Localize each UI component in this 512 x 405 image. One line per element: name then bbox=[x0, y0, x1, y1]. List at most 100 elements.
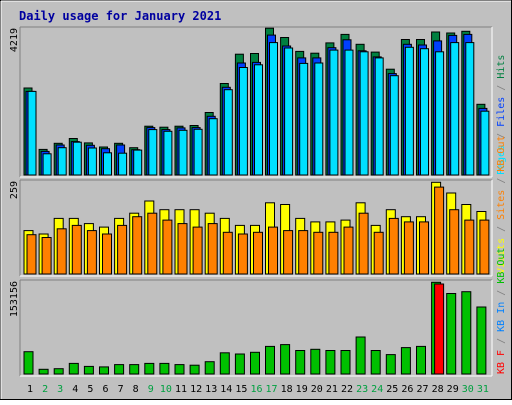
visits-panel-bar-sites-day-26 bbox=[403, 221, 414, 275]
visits-panel-max-label: 259 bbox=[9, 181, 20, 199]
kbytes-panel-max-label: 153156 bbox=[9, 281, 20, 317]
visits-panel-legend-entry-1: / bbox=[496, 220, 507, 238]
visits-panel-bar-sites-day-6 bbox=[102, 233, 112, 275]
kbytes-panel-bar-kb-out-day-20 bbox=[310, 348, 321, 375]
hits-panel-bar-pages-day-22 bbox=[344, 49, 354, 176]
hits-panel-bar-pages-day-24 bbox=[374, 57, 384, 176]
hits-panel-bar-pages-day-14 bbox=[223, 89, 233, 176]
hits-panel-bar-pages-day-12 bbox=[193, 128, 203, 176]
x-tick-label-day-27: 27 bbox=[416, 384, 428, 395]
kbytes-panel-bar-kb-out-day-16 bbox=[250, 351, 260, 375]
hits-panel-bar-pages-day-23 bbox=[359, 51, 369, 176]
visits-panel-legend-entry-2: Sites bbox=[496, 190, 507, 220]
x-tick-label-day-25: 25 bbox=[386, 384, 398, 395]
hits-panel-bar-pages-day-18 bbox=[284, 47, 294, 176]
kbytes-panel-bar-kb-out-day-23 bbox=[355, 336, 366, 375]
hits-panel-legend-entry-4: Hits bbox=[496, 55, 507, 79]
x-tick-label-day-2: 2 bbox=[42, 384, 48, 395]
hits-panel-bar-pages-day-21 bbox=[329, 49, 339, 176]
hits-panel-bar-pages-day-13 bbox=[208, 118, 218, 176]
kbytes-panel-bar-kb-out-day-10 bbox=[159, 362, 170, 375]
x-tick-label-day-20: 20 bbox=[311, 384, 323, 395]
x-tick-label-day-10: 10 bbox=[160, 384, 172, 395]
hits-panel-legend: Pages / Files / Hits bbox=[496, 55, 507, 175]
kbytes-panel-bar-kb-out-day-13 bbox=[204, 361, 215, 375]
x-tick-label-day-15: 15 bbox=[235, 384, 247, 395]
kbytes-panel-legend-entry-0: KB F bbox=[496, 350, 507, 374]
visits-panel-bar-sites-day-18 bbox=[283, 230, 294, 275]
hits-panel-bar-pages-day-19 bbox=[299, 62, 309, 176]
hits-panel-bar-pages-day-15 bbox=[238, 67, 248, 176]
visits-panel-bar-sites-day-24 bbox=[373, 231, 384, 275]
visits-panel-legend-entry-4: KB Out bbox=[496, 136, 507, 172]
kbytes-panel-bar-kb-out-day-31 bbox=[476, 306, 487, 375]
x-tick-label-day-9: 9 bbox=[148, 384, 154, 395]
x-tick-label-day-24: 24 bbox=[371, 384, 383, 395]
kbytes-panel-bar-kb-out-day-25 bbox=[385, 354, 396, 375]
kbytes-panel-bar-kb-out-day-15 bbox=[234, 353, 245, 375]
hits-panel-bar-pages-day-27 bbox=[420, 48, 429, 176]
hits-panel-bar-pages-day-3 bbox=[57, 147, 67, 176]
hits-panel-bar-pages-day-30 bbox=[465, 42, 475, 176]
kbytes-panel-bar-kb-out-day-6 bbox=[99, 366, 109, 375]
hits-panel-bar-pages-day-8 bbox=[133, 149, 143, 176]
kbytes-panel-bar-kb-out-day-29 bbox=[446, 293, 457, 375]
kbytes-panel-bar-kb-out-day-19 bbox=[295, 350, 306, 375]
hits-panel-bar-pages-day-6 bbox=[103, 152, 112, 176]
hits-panel-bar-pages-day-31 bbox=[480, 110, 490, 176]
visits-panel-bar-sites-day-19 bbox=[298, 230, 309, 275]
x-tick-label-day-12: 12 bbox=[190, 384, 202, 395]
x-tick-label-day-1: 1 bbox=[27, 384, 33, 395]
visits-panel-legend-entry-0: Visits bbox=[496, 238, 507, 274]
kbytes-panel-bar-kb-out-day-4 bbox=[68, 362, 79, 375]
kbytes-panel-bar-kb-f-day-28 bbox=[434, 283, 445, 375]
x-tick-label-day-30: 30 bbox=[462, 384, 474, 395]
x-tick-label-day-19: 19 bbox=[296, 384, 308, 395]
hits-panel-bar-pages-day-9 bbox=[148, 129, 158, 176]
kbytes-panel: 153156 KB F / KB In / KB Out bbox=[9, 248, 507, 377]
x-tick-label-day-4: 4 bbox=[72, 384, 78, 395]
visits-panel-bar-sites-day-20 bbox=[313, 231, 324, 275]
x-tick-label-day-28: 28 bbox=[432, 384, 444, 395]
visits-panel-bar-sites-day-22 bbox=[343, 226, 354, 275]
x-tick-label-day-29: 29 bbox=[447, 384, 459, 395]
hits-panel: 4219 Pages / Files / Hits bbox=[9, 26, 507, 178]
x-tick-label-day-21: 21 bbox=[326, 384, 338, 395]
kbytes-panel-bar-kb-out-day-21 bbox=[325, 350, 336, 375]
x-tick-label-day-11: 11 bbox=[175, 384, 187, 395]
x-tick-label-day-22: 22 bbox=[341, 384, 353, 395]
hits-panel-bar-pages-day-7 bbox=[118, 152, 128, 176]
visits-panel-legend: Visits / Sites / KB Out bbox=[496, 136, 507, 274]
hits-panel-bar-pages-day-11 bbox=[178, 129, 188, 176]
hits-panel-bar-pages-day-16 bbox=[254, 64, 263, 176]
x-tick-label-day-8: 8 bbox=[133, 384, 139, 395]
x-tick-label-day-14: 14 bbox=[220, 384, 232, 395]
kbytes-panel-bar-kb-out-day-18 bbox=[280, 344, 291, 375]
visits-panel-bar-sites-day-4 bbox=[71, 224, 82, 275]
hits-panel-bar-pages-day-10 bbox=[163, 130, 173, 176]
hits-panel-max-label: 4219 bbox=[9, 28, 20, 52]
visits-panel-bar-sites-day-3 bbox=[56, 228, 67, 275]
visits-panel-bar-sites-day-10 bbox=[162, 219, 173, 275]
hits-panel-bar-pages-day-17 bbox=[269, 42, 278, 176]
visits-panel-bar-sites-day-11 bbox=[177, 223, 188, 275]
kbytes-panel-legend-entry-2: KB In bbox=[496, 302, 507, 332]
x-tick-label-day-13: 13 bbox=[205, 384, 217, 395]
x-tick-label-day-31: 31 bbox=[477, 384, 489, 395]
hits-panel-legend-entry-2: Files bbox=[496, 97, 507, 127]
kbytes-panel-bar-kb-out-day-17 bbox=[265, 345, 275, 375]
x-tick-label-day-7: 7 bbox=[118, 384, 124, 395]
visits-panel-bar-sites-day-25 bbox=[388, 217, 399, 275]
hits-panel-bar-pages-day-28 bbox=[435, 51, 445, 176]
visits-panel-bar-sites-day-13 bbox=[207, 223, 218, 275]
kbytes-panel-bar-kb-out-day-27 bbox=[416, 345, 426, 375]
kbytes-panel-bar-kb-out-day-26 bbox=[400, 347, 411, 375]
x-tick-label-day-18: 18 bbox=[281, 384, 293, 395]
visits-panel-bar-sites-day-5 bbox=[86, 230, 97, 275]
visits-panel-bar-sites-day-23 bbox=[358, 212, 369, 275]
hits-panel-bar-pages-day-1 bbox=[27, 90, 37, 176]
visits-panel-legend-entry-3: / bbox=[496, 172, 507, 190]
kbytes-panel-bar-kb-out-day-1 bbox=[23, 351, 34, 375]
visits-panel-bar-sites-day-15 bbox=[237, 233, 248, 275]
